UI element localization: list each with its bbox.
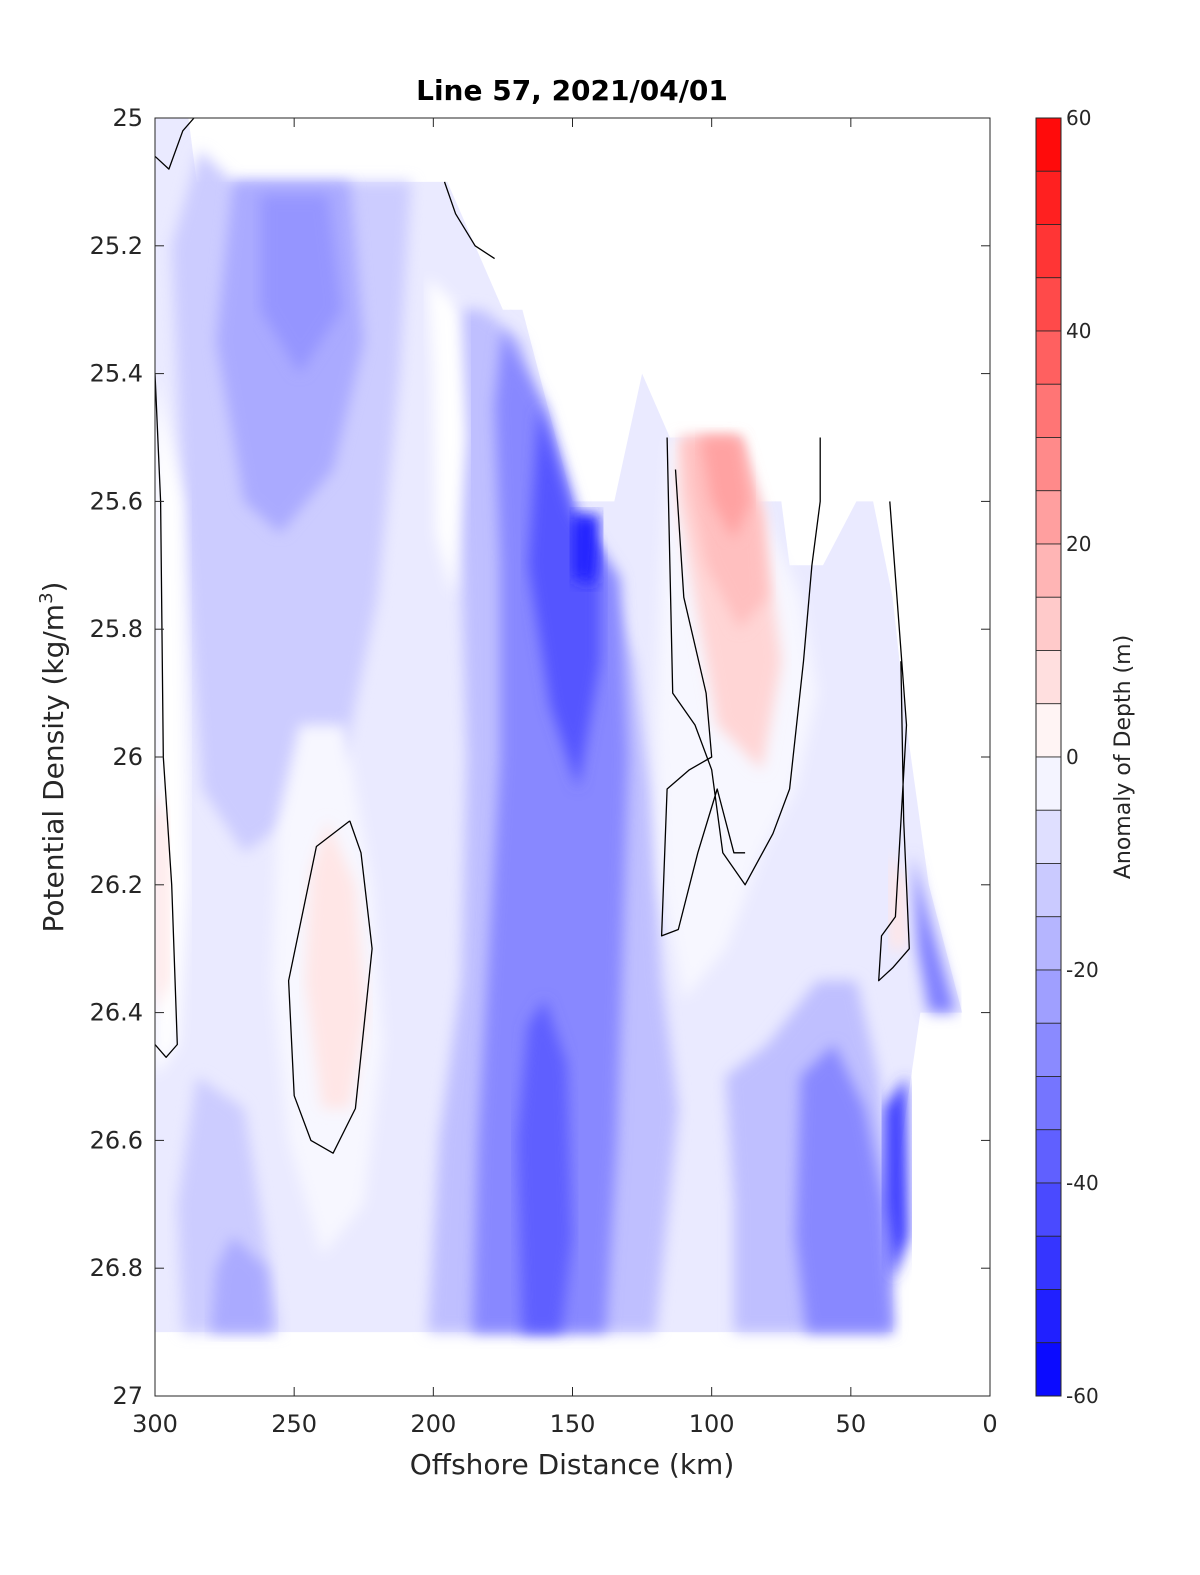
zero-contour-east-loop-inner — [660, 469, 746, 937]
y-axis-title: Potential Density (kg/m3) — [36, 582, 70, 933]
field-nearzero-north — [427, 277, 467, 598]
y-axis-title-main: Potential Density (kg/m — [37, 604, 70, 933]
field-west-lower-core — [210, 1236, 272, 1333]
y-tick-label: 25 — [112, 104, 143, 132]
colorbar-segment — [1035, 1182, 1062, 1237]
chart-title: Line 57, 2021/04/01 — [416, 74, 728, 107]
zero-contour-north — [443, 181, 495, 260]
x-axis: 300 250 200 150 100 50 0 — [132, 118, 998, 1438]
anomaly-field — [155, 118, 963, 1333]
zero-contour-east-loop — [666, 437, 821, 886]
field-pos-east-small — [889, 852, 907, 949]
colorbar-segment — [1035, 1235, 1062, 1290]
colorbar-segment — [1035, 703, 1062, 758]
field-east-edge — [884, 1076, 910, 1281]
colorbar-tick-label: -20 — [1066, 958, 1099, 982]
field-center-lower-core — [516, 999, 573, 1333]
colorbar-segment — [1035, 650, 1062, 705]
colorbar-segment — [1035, 277, 1062, 332]
y-tick-label: 25.8 — [90, 615, 143, 643]
colorbar-tick-label: -60 — [1066, 1384, 1099, 1408]
y-tick-label: 25.2 — [90, 232, 143, 260]
x-tick-label: 300 — [132, 1410, 178, 1438]
colorbar-tick-label: 40 — [1066, 319, 1091, 343]
colorbar-segment — [1035, 916, 1062, 971]
colorbar-segment — [1035, 383, 1062, 438]
colorbar-segment — [1035, 224, 1062, 279]
colorbar-segment — [1035, 1289, 1062, 1344]
y-tick-label: 25.4 — [90, 360, 143, 388]
colorbar-tick-label: -40 — [1066, 1171, 1099, 1195]
colorbar-segment — [1035, 1022, 1062, 1077]
zero-contour-northwest — [155, 118, 195, 170]
x-tick-label: 200 — [410, 1410, 456, 1438]
y-tick-label: 26 — [112, 743, 143, 771]
colorbar-segment — [1035, 596, 1062, 651]
x-tick-label: 0 — [982, 1410, 997, 1438]
y-tick-label: 26.4 — [90, 999, 143, 1027]
field-coastal-strip — [912, 852, 957, 1013]
colorbar-segment — [1035, 809, 1062, 864]
colorbar-segment — [1035, 437, 1062, 492]
colorbar-segment — [1035, 1129, 1062, 1184]
colorbar-tick-label: 60 — [1066, 106, 1091, 130]
colorbar-segment — [1035, 170, 1062, 225]
x-tick-label: 250 — [271, 1410, 317, 1438]
colorbar-segment — [1035, 756, 1062, 811]
field-center-max — [572, 514, 601, 585]
zero-contour-coastal — [878, 501, 910, 982]
colorbar-tick-label: 0 — [1066, 745, 1079, 769]
colorbar: 60 40 20 0 -20 -40 -60 — [1035, 106, 1099, 1408]
colorbar-segment — [1035, 1076, 1062, 1131]
colorbar-frame — [1035, 117, 1062, 1397]
y-tick-label: 27 — [112, 1382, 143, 1410]
field-center-core — [528, 405, 601, 789]
y-tick-label: 25.6 — [90, 487, 143, 515]
colorbar-title: Anomaly of Depth (m) — [1111, 635, 1136, 879]
colorbar-segment — [1035, 490, 1062, 545]
colorbar-segment — [1035, 969, 1062, 1024]
x-tick-label: 50 — [836, 1410, 867, 1438]
y-axis-title-close: ) — [37, 582, 70, 593]
colorbar-segment — [1035, 117, 1062, 172]
colorbar-tick-label: 20 — [1066, 532, 1091, 556]
field-east-lower-core — [795, 1044, 893, 1333]
y-axis-title-sup: 3 — [36, 592, 57, 603]
field-west-deep — [260, 194, 342, 374]
y-tick-label: 26.8 — [90, 1254, 143, 1282]
plot-area: 300 250 200 150 100 50 0 2525.225.425.625.8262… — [90, 104, 998, 1438]
y-tick-label: 26.6 — [90, 1126, 143, 1154]
colorbar-segment — [1035, 543, 1062, 598]
field-pos-mid — [305, 820, 367, 1109]
field-pos-east-core — [700, 437, 751, 540]
y-tick-label: 26.2 — [90, 871, 143, 899]
colorbar-segment — [1035, 863, 1062, 918]
colorbar-segment — [1035, 330, 1062, 385]
x-tick-label: 150 — [550, 1410, 596, 1438]
field-pos-west — [155, 789, 169, 1013]
x-tick-label: 100 — [689, 1410, 735, 1438]
y-axis: 25 25.2 25.4 25.6 25.8 26 26.2 26.4 26.6 26.8 27 — [90, 104, 990, 1410]
colorbar-segment — [1035, 1342, 1062, 1397]
zero-contour-mid-loop — [287, 820, 373, 1154]
x-axis-title: Offshore Distance (km) — [410, 1448, 735, 1481]
